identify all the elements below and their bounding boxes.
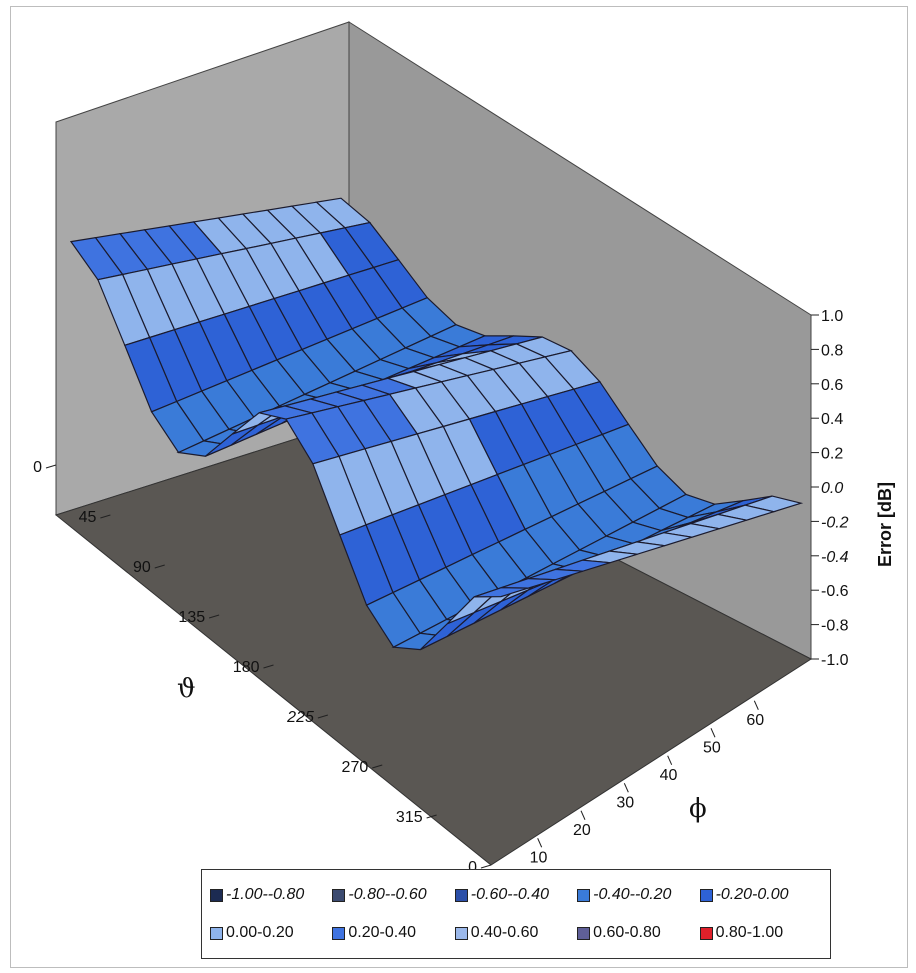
legend-item: 0.20-0.40 [332, 924, 454, 942]
legend-item: -1.00--0.80 [210, 886, 332, 904]
legend-item: 0.60-0.80 [577, 924, 699, 942]
theta-tick-label: 135 [178, 609, 205, 626]
legend-label: 0.20-0.40 [348, 924, 416, 941]
legend-swatch [699, 888, 713, 902]
z-tick-label: -0.6 [821, 583, 849, 600]
phi-tick-label: 20 [573, 822, 591, 839]
legend-label: -0.80--0.60 [348, 886, 427, 903]
theta-tick-label: 270 [342, 759, 369, 776]
theta-tick-label: 225 [286, 709, 314, 726]
legend-swatch [577, 926, 591, 940]
phi-tick-label: 40 [660, 767, 678, 784]
theta-tick-mark [208, 614, 220, 619]
legend-swatch [454, 888, 468, 902]
theta-tick-mark [154, 564, 165, 569]
phi-axis-title: ϕ [689, 794, 707, 824]
z-tick-label: 0.8 [821, 342, 843, 359]
phi-tick-label: 60 [746, 712, 764, 729]
z-tick-label: 0.2 [821, 446, 843, 463]
z-tick-label: 0.4 [821, 411, 843, 428]
z-tick-label: -0.4 [821, 549, 849, 566]
legend-label: -0.20-0.00 [715, 886, 789, 903]
legend-swatch [332, 926, 346, 940]
phi-axis: 10 20 30 40 50 60 [530, 700, 764, 866]
z-tick-label: -0.8 [821, 618, 849, 635]
theta-tick-label: 315 [396, 809, 423, 826]
z-tick-label: 0.6 [821, 377, 843, 394]
z-axis: 1.0 0.8 0.6 0.4 0.2 0.0 -0.2 -0.4 -0.6 -0.8 -1.0 [811, 308, 849, 669]
theta-tick-mark [45, 464, 57, 469]
legend-swatch [210, 888, 223, 902]
legend-item: 0.40-0.60 [454, 924, 577, 942]
theta-tick-mark [100, 514, 111, 519]
legend-item: 0.00-0.20 [210, 924, 332, 942]
theta-tick-mark [426, 814, 437, 819]
theta-tick-label: 0 [468, 859, 477, 876]
legend-swatch [210, 926, 223, 940]
z-tick-label: 1.0 [821, 308, 843, 325]
legend-item: -0.60--0.40 [454, 886, 577, 904]
theta-tick-mark [480, 864, 492, 869]
legend-item: 0.80-1.00 [699, 924, 822, 942]
phi-tick-mark [753, 700, 759, 710]
z-tick-label: -1.0 [821, 652, 849, 669]
theta-tick-label: 0 [33, 459, 42, 476]
surface-chart: 1.0 0.8 0.6 0.4 0.2 0.0 -0.2 -0.4 -0.6 -0.8 -1.0 0… [33, 21, 895, 876]
legend-swatch [332, 888, 346, 902]
legend-swatch [699, 926, 713, 940]
theta-tick-label: 45 [79, 509, 97, 526]
theta-tick-label: 90 [133, 559, 151, 576]
legend-swatch [577, 888, 591, 902]
legend-label: -0.60--0.40 [470, 886, 550, 903]
legend-item: -0.40--0.20 [577, 886, 699, 904]
theta-tick-label: 180 [233, 659, 260, 676]
legend-label: 0.00-0.20 [226, 924, 294, 941]
phi-tick-label: 30 [616, 794, 634, 811]
phi-tick-label: 50 [703, 739, 721, 756]
chart-frame: 1.0 0.8 0.6 0.4 0.2 0.0 -0.2 -0.4 -0.6 -0.8 -1.0 0… [10, 6, 908, 968]
theta-axis-title: ϑ [177, 674, 196, 704]
legend-label: -0.40--0.20 [593, 886, 672, 903]
legend-item: -0.80--0.60 [332, 886, 454, 904]
theta-tick-mark [372, 764, 383, 769]
legend-swatch [454, 926, 468, 940]
z-tick-label: -0.2 [821, 514, 849, 531]
theta-axis: 0 45 90 135 180 225 270 315 0 [33, 459, 492, 876]
phi-tick-mark [710, 728, 716, 738]
legend-item: -0.20-0.00 [699, 886, 822, 904]
legend-label: 0.40-0.60 [470, 924, 539, 941]
phi-tick-label: 10 [530, 849, 548, 866]
phi-tick-mark [667, 755, 673, 765]
phi-tick-mark [537, 838, 543, 848]
error-axis-title: Error [dB] [875, 482, 895, 567]
legend-label: 0.80-1.00 [715, 924, 784, 941]
z-tick-label: 0.0 [821, 480, 843, 497]
theta-tick-mark [263, 664, 274, 669]
theta-tick-mark [317, 714, 329, 719]
phi-tick-mark [623, 783, 629, 793]
phi-tick-mark [580, 810, 586, 820]
legend-label: -1.00--0.80 [226, 886, 305, 903]
legend-label: 0.60-0.80 [593, 924, 661, 941]
error-surface [69, 197, 804, 651]
surface-cell [473, 587, 529, 598]
legend: -1.00--0.80 -0.80--0.60 -0.60--0.40 -0.40--… [201, 869, 831, 959]
